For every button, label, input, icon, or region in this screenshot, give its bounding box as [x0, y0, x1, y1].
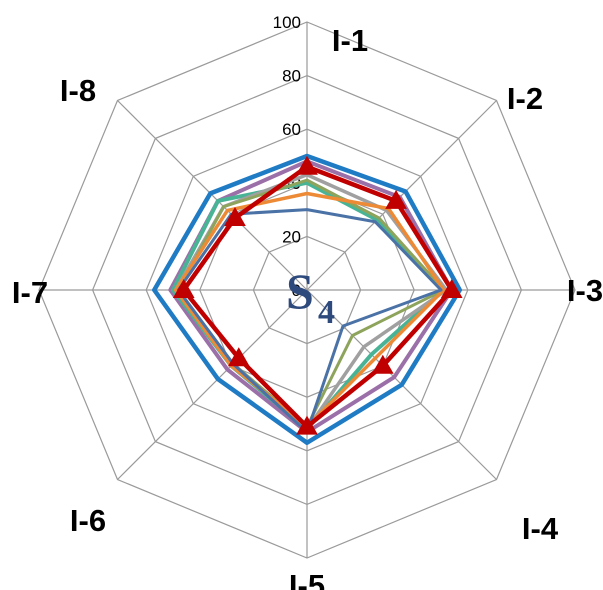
- series-marker: [385, 189, 407, 209]
- tick-label: 0: [292, 281, 301, 300]
- series-marker: [172, 278, 195, 298]
- marker-layer: [172, 155, 463, 435]
- axis-spoke: [117, 289, 308, 480]
- axis-spoke: [117, 100, 308, 291]
- axis-label: I-3: [567, 273, 603, 308]
- axis-label: I-2: [507, 81, 543, 116]
- series-marker: [224, 206, 246, 226]
- axis-label: I-8: [60, 73, 96, 108]
- series-marker: [227, 347, 250, 367]
- axis-label: I-1: [332, 23, 368, 58]
- center-label: S 4: [286, 263, 335, 331]
- center-label-sub: 4: [318, 294, 335, 331]
- series-marker: [371, 354, 394, 374]
- series-marker: [440, 278, 463, 298]
- series-line: [151, 153, 463, 446]
- tick-label: 60: [282, 120, 301, 139]
- axis-labels: I-1 I-2 I-3 I-4 I-5 I-6 I-7 I-8: [12, 23, 603, 590]
- tick-label: 100: [273, 13, 301, 32]
- tick-label: 80: [282, 67, 301, 86]
- axis-label: I-6: [70, 503, 106, 538]
- center-label-main: S: [286, 263, 314, 319]
- tick-label: 20: [282, 227, 301, 246]
- axis-label: I-4: [522, 511, 559, 546]
- axis-label: I-7: [12, 275, 48, 310]
- series-marker: [296, 415, 318, 435]
- axis-spoke: [306, 100, 497, 291]
- axis-label: I-5: [289, 568, 325, 590]
- grid-layer: [38, 21, 576, 559]
- series-marker: [296, 155, 318, 175]
